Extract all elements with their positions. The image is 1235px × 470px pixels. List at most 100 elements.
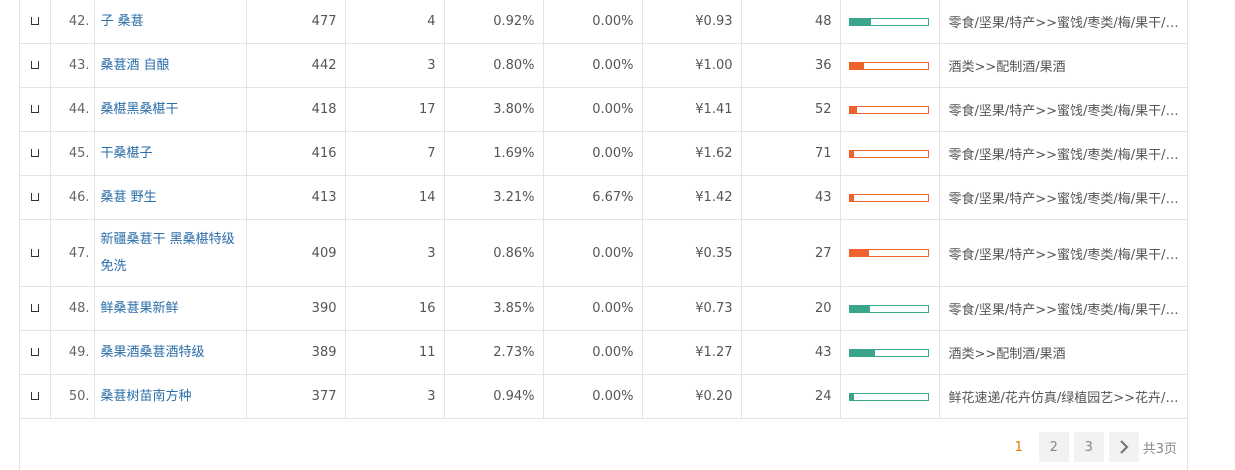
row-checkbox[interactable] xyxy=(30,248,39,257)
row-checkbox-cell[interactable] xyxy=(20,131,51,176)
row-checkbox-cell[interactable] xyxy=(20,175,51,220)
metric-cell: 0.00% xyxy=(543,131,643,176)
metric-cell: 0.00% xyxy=(543,330,643,375)
price-cell: ¥1.62 xyxy=(642,131,742,176)
row-checkbox-cell[interactable] xyxy=(20,330,51,375)
row-checkbox[interactable] xyxy=(30,392,39,400)
metric-cell: 2.73% xyxy=(444,330,544,375)
metric-cell: 1.69% xyxy=(444,131,544,176)
competition-bar-cell xyxy=(840,131,940,176)
metric-cell: 409 xyxy=(246,219,346,287)
metric-cell: 27 xyxy=(741,219,841,287)
metric-cell: 43 xyxy=(741,330,841,375)
metric-cell: 0.86% xyxy=(444,219,544,287)
metric-cell: 0.80% xyxy=(444,43,544,88)
row-checkbox[interactable] xyxy=(30,304,39,312)
keyword-table-panel: 42. 子 桑葚 477 4 0.92% 0.00% ¥0.93 48 零食/坚果/特产>>蜜饯… xyxy=(19,0,1188,470)
category-cell: 零食/坚果/特产>>蜜饯/枣类/梅/果干/果脯 xyxy=(939,131,1188,176)
table-row: 44. 桑椹黑桑椹干 418 17 3.80% 0.00% ¥1.41 52 零食/坚果/特产>… xyxy=(20,87,1188,132)
row-checkbox-cell[interactable] xyxy=(20,374,51,419)
table-row: 42. 子 桑葚 477 4 0.92% 0.00% ¥0.93 48 零食/坚果/特产>>蜜饯… xyxy=(20,0,1188,44)
competition-bar-cell xyxy=(840,286,940,331)
metric-cell: 418 xyxy=(246,87,346,132)
competition-bar-fill xyxy=(849,62,864,69)
category-cell: 鲜花速递/花卉仿真/绿植园艺>>花卉/蔬果/草坪种子 xyxy=(939,374,1188,419)
price-cell: ¥0.73 xyxy=(642,286,742,331)
metric-cell: 48 xyxy=(741,0,841,44)
metric-cell: 17 xyxy=(345,87,445,132)
price-cell: ¥0.20 xyxy=(642,374,742,419)
row-index: 47. xyxy=(50,219,95,287)
metric-cell: 413 xyxy=(246,175,346,220)
keyword-link[interactable]: 桑葚酒 自酿 xyxy=(100,58,170,73)
competition-bar-cell xyxy=(840,330,940,375)
competition-bar-fill xyxy=(849,305,870,312)
competition-bar-cell xyxy=(840,0,940,44)
row-checkbox-cell[interactable] xyxy=(20,219,51,287)
next-page-button[interactable] xyxy=(1108,432,1139,462)
row-checkbox-cell[interactable] xyxy=(20,87,51,132)
category-cell: 零食/坚果/特产>>蜜饯/枣类/梅/果干/果脯 xyxy=(939,87,1188,132)
competition-bar-fill xyxy=(849,250,869,256)
metric-cell: 390 xyxy=(246,286,346,331)
table-row: 48. 鲜桑葚果新鲜 390 16 3.85% 0.00% ¥0.73 20 零食/坚果/特产>… xyxy=(20,286,1188,331)
competition-bar-cell xyxy=(840,175,940,220)
table-row: 46. 桑葚 野生 413 14 3.21% 6.67% ¥1.42 43 零食/坚果/特产>>… xyxy=(20,175,1188,220)
metric-cell: 4 xyxy=(345,0,445,44)
table-row: 45. 干桑椹子 416 7 1.69% 0.00% ¥1.62 71 零食/坚果/特产>>蜜饯… xyxy=(20,131,1188,176)
row-checkbox[interactable] xyxy=(30,105,39,113)
metric-cell: 36 xyxy=(741,43,841,88)
metric-cell: 11 xyxy=(345,330,445,375)
competition-bar-cell xyxy=(840,219,940,287)
metric-cell: 71 xyxy=(741,131,841,176)
table-row: 49. 桑果酒桑葚酒特级 389 11 2.73% 0.00% ¥1.27 43 酒类>>配制酒… xyxy=(20,330,1188,375)
row-index: 50. xyxy=(50,374,95,419)
category-cell: 零食/坚果/特产>>蜜饯/枣类/梅/果干/果脯 xyxy=(939,0,1188,44)
keyword-link[interactable]: 桑椹黑桑椹干 xyxy=(100,102,179,117)
metric-cell: 0.94% xyxy=(444,374,544,419)
page-button-3[interactable]: 3 xyxy=(1073,432,1104,462)
row-checkbox-cell[interactable] xyxy=(20,286,51,331)
row-checkbox[interactable] xyxy=(30,61,39,69)
competition-bar-cell xyxy=(840,374,940,419)
table-row: 50. 桑葚树苗南方种 377 3 0.94% 0.00% ¥0.20 24 鲜花速递/花卉仿真… xyxy=(20,374,1188,419)
price-cell: ¥0.93 xyxy=(642,0,742,44)
category-cell: 酒类>>配制酒/果酒 xyxy=(939,43,1188,88)
metric-cell: 3 xyxy=(345,219,445,287)
total-pages-label: 共3页 xyxy=(1142,441,1177,457)
keyword-link[interactable]: 桑果酒桑葚酒特级 xyxy=(100,345,205,360)
metric-cell: 0.00% xyxy=(543,0,643,44)
keyword-link[interactable]: 子 桑葚 xyxy=(100,14,144,29)
metric-cell: 377 xyxy=(246,374,346,419)
table-body: 42. 子 桑葚 477 4 0.92% 0.00% ¥0.93 48 零食/坚果/特产>>蜜饯… xyxy=(20,0,1188,419)
row-checkbox-cell[interactable] xyxy=(20,43,51,88)
keyword-link[interactable]: 新疆桑葚干 黑桑椹特级 免洗 xyxy=(100,232,235,274)
metric-cell: 3 xyxy=(345,374,445,419)
metric-cell: 3.21% xyxy=(444,175,544,220)
row-checkbox[interactable] xyxy=(30,348,39,356)
competition-bar xyxy=(848,249,929,257)
table-row: 43. 桑葚酒 自酿 442 3 0.80% 0.00% ¥1.00 36 酒类>>配制酒/果酒 xyxy=(20,43,1188,88)
chevron-right-icon xyxy=(1119,440,1129,454)
metric-cell: 0.00% xyxy=(543,219,643,287)
metric-cell: 6.67% xyxy=(543,175,643,220)
keyword-link[interactable]: 鲜桑葚果新鲜 xyxy=(100,301,179,316)
row-checkbox-cell[interactable] xyxy=(20,0,51,44)
row-checkbox[interactable] xyxy=(30,149,39,157)
category-cell: 零食/坚果/特产>>蜜饯/枣类/梅/果干/果脯 xyxy=(939,219,1188,287)
row-index: 44. xyxy=(50,87,95,132)
competition-bar xyxy=(848,17,929,26)
price-cell: ¥1.42 xyxy=(642,175,742,220)
keyword-link[interactable]: 桑葚 野生 xyxy=(100,190,157,205)
metric-cell: 0.00% xyxy=(543,87,643,132)
metric-cell: 14 xyxy=(345,175,445,220)
page-button-2[interactable]: 2 xyxy=(1038,432,1069,462)
page-button-current[interactable]: 1 xyxy=(1003,432,1034,462)
row-checkbox[interactable] xyxy=(30,193,39,201)
price-cell: ¥1.41 xyxy=(642,87,742,132)
keyword-link[interactable]: 干桑椹子 xyxy=(100,146,153,161)
row-checkbox[interactable] xyxy=(30,17,39,25)
competition-bar xyxy=(848,193,929,202)
keyword-link[interactable]: 桑葚树苗南方种 xyxy=(100,389,192,404)
competition-bar xyxy=(848,392,929,401)
